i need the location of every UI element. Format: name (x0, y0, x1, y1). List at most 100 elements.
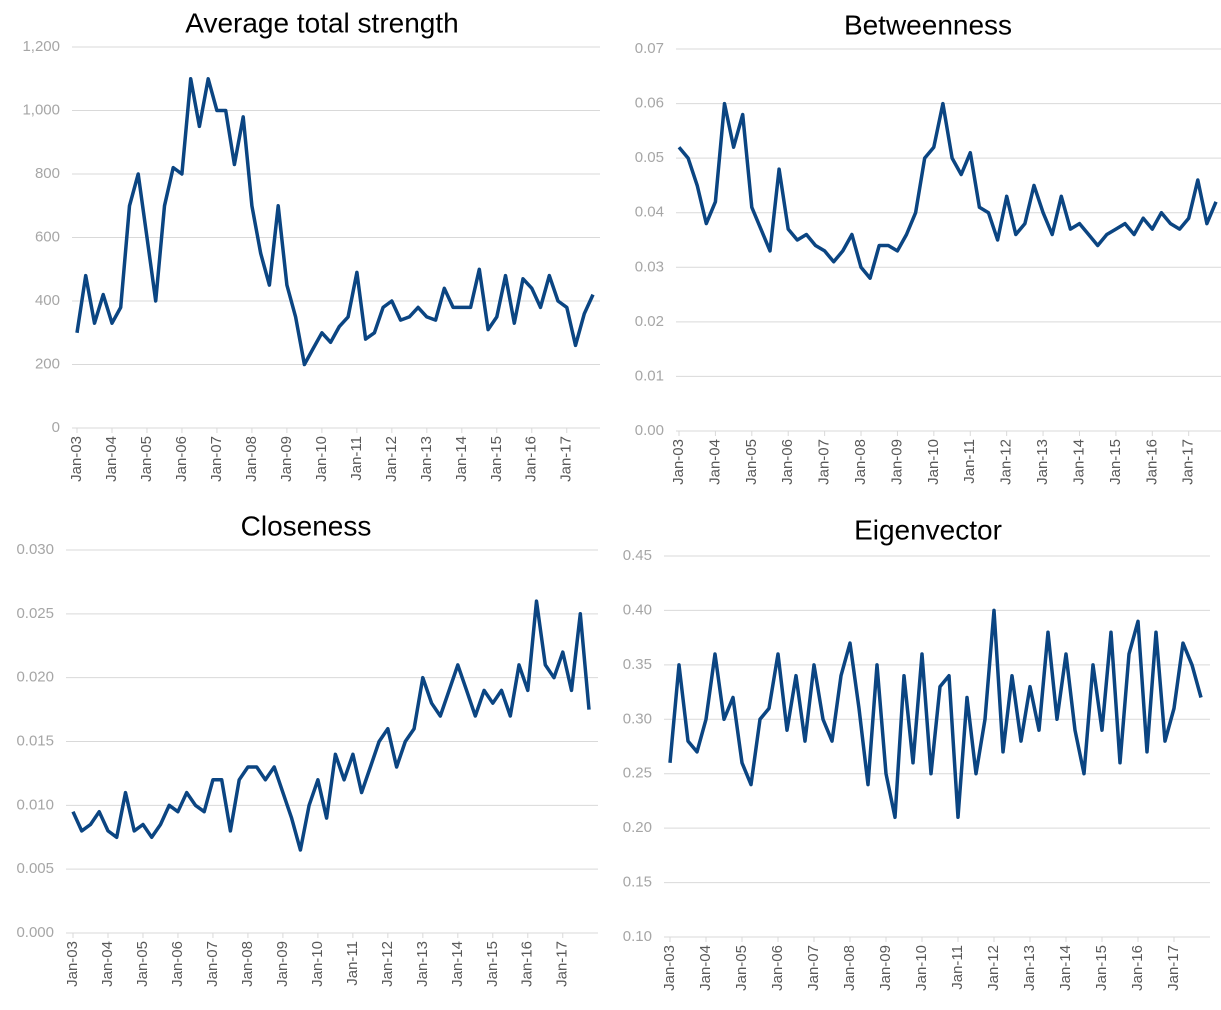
y-tick-label: 0.05 (635, 149, 664, 166)
y-tick-label: 0.40 (623, 601, 652, 618)
x-tick-label: Jan-12 (985, 945, 1002, 991)
y-tick-label: 0.015 (16, 732, 54, 749)
x-tick-label: Jan-06 (173, 436, 190, 482)
y-tick-label: 0.03 (635, 258, 664, 275)
y-tick-label: 1,200 (22, 38, 60, 55)
x-tick-label: Jan-12 (379, 941, 396, 987)
x-tick-label: Jan-15 (488, 436, 505, 482)
x-tick-label: Jan-14 (1070, 439, 1087, 485)
chart-panel: Betweenness 0.00 0.01 0.02 0.03 0.04 0.05 0.06 0… (635, 9, 1221, 485)
y-tick-label: 0.10 (623, 928, 652, 945)
chart-title: Betweenness (844, 9, 1012, 40)
y-tick-label: 200 (35, 355, 60, 372)
chart-panel: Average total strength 0 200 400 600 800 1,000… (22, 7, 600, 482)
x-tick-label: Jan-17 (1180, 439, 1197, 485)
y-tick-label: 0.45 (623, 547, 652, 564)
x-tick-label: Jan-13 (414, 941, 431, 987)
x-tick-label: Jan-14 (1057, 945, 1074, 991)
x-tick-label: Jan-11 (344, 941, 361, 986)
y-tick-label: 0.000 (16, 924, 54, 941)
y-tick-label: 800 (35, 165, 60, 182)
x-tick-label: Jan-10 (313, 436, 330, 482)
x-tick-label: Jan-07 (204, 941, 221, 987)
x-tick-label: Jan-11 (961, 439, 978, 484)
x-tick-label: Jan-08 (239, 941, 256, 987)
y-tick-label: 600 (35, 228, 60, 245)
y-tick-label: 0.20 (623, 819, 652, 836)
x-tick-label: Jan-07 (208, 436, 225, 482)
x-tick-label: Jan-03 (661, 945, 678, 991)
x-tick-label: Jan-16 (1129, 945, 1146, 991)
x-tick-label: Jan-15 (484, 941, 501, 987)
x-tick-label: Jan-12 (998, 439, 1015, 485)
data-line (75, 77, 595, 367)
x-tick-label: Jan-11 (949, 945, 966, 990)
x-tick-label: Jan-14 (453, 436, 470, 482)
x-tick-label: Jan-17 (558, 436, 575, 482)
y-tick-label: 0 (52, 419, 60, 436)
x-tick-label: Jan-11 (348, 436, 365, 481)
y-tick-label: 0.01 (635, 367, 664, 384)
x-tick-label: Jan-10 (309, 941, 326, 987)
x-tick-label: Jan-05 (733, 945, 750, 991)
x-tick-label: Jan-06 (769, 945, 786, 991)
y-tick-label: 400 (35, 292, 60, 309)
x-tick-label: Jan-15 (1107, 439, 1124, 485)
y-tick-label: 1,000 (22, 101, 60, 118)
x-tick-label: Jan-08 (852, 439, 869, 485)
data-line (677, 101, 1218, 280)
x-tick-label: Jan-06 (169, 941, 186, 987)
data-line (71, 599, 591, 852)
chart-panel: Eigenvector 0.10 0.15 0.20 0.25 0.30 0.35 0.40 0… (623, 514, 1210, 991)
y-tick-label: 0.04 (635, 204, 664, 221)
x-tick-label: Jan-03 (64, 941, 81, 987)
y-tick-label: 0.02 (635, 313, 664, 330)
x-tick-label: Jan-09 (278, 436, 295, 482)
x-tick-label: Jan-16 (1143, 439, 1160, 485)
y-tick-label: 0.06 (635, 95, 664, 112)
y-tick-label: 0.25 (623, 765, 652, 782)
y-tick-label: 0.020 (16, 669, 54, 686)
y-tick-label: 0.005 (16, 860, 54, 877)
x-tick-label: Jan-03 (670, 439, 687, 485)
x-tick-label: Jan-04 (99, 941, 116, 987)
x-tick-label: Jan-17 (1165, 945, 1182, 991)
x-tick-label: Jan-05 (134, 941, 151, 987)
x-tick-label: Jan-10 (925, 439, 942, 485)
x-tick-label: Jan-12 (383, 436, 400, 482)
x-tick-label: Jan-05 (743, 439, 760, 485)
x-tick-label: Jan-04 (103, 436, 120, 482)
x-tick-label: Jan-09 (888, 439, 905, 485)
x-tick-label: Jan-06 (779, 439, 796, 485)
y-tick-label: 0.35 (623, 656, 652, 673)
x-tick-label: Jan-08 (243, 436, 260, 482)
data-line (668, 608, 1203, 820)
x-tick-label: Jan-07 (816, 439, 833, 485)
x-tick-label: Jan-13 (418, 436, 435, 482)
x-tick-label: Jan-09 (274, 941, 291, 987)
x-tick-label: Jan-17 (554, 941, 571, 987)
x-tick-label: Jan-16 (519, 941, 536, 987)
y-tick-label: 0.07 (635, 40, 664, 57)
x-tick-label: Jan-16 (523, 436, 540, 482)
x-tick-label: Jan-03 (68, 436, 85, 482)
y-tick-label: 0.010 (16, 796, 54, 813)
x-tick-label: Jan-04 (706, 439, 723, 485)
x-tick-label: Jan-13 (1021, 945, 1038, 991)
x-tick-label: Jan-15 (1093, 945, 1110, 991)
chart-title: Eigenvector (854, 514, 1002, 545)
x-tick-label: Jan-08 (841, 945, 858, 991)
y-tick-label: 0.30 (623, 710, 652, 727)
chart-panel: Closeness 0.000 0.005 0.010 0.015 0.020 0.025 0… (16, 510, 598, 987)
y-tick-label: 0.15 (623, 874, 652, 891)
y-tick-label: 0.030 (16, 541, 54, 558)
x-tick-label: Jan-05 (138, 436, 155, 482)
x-tick-label: Jan-07 (805, 945, 822, 991)
x-tick-label: Jan-13 (1034, 439, 1051, 485)
y-tick-label: 0.025 (16, 605, 54, 622)
x-tick-label: Jan-10 (913, 945, 930, 991)
y-tick-label: 0.00 (635, 422, 664, 439)
x-tick-label: Jan-14 (449, 941, 466, 987)
